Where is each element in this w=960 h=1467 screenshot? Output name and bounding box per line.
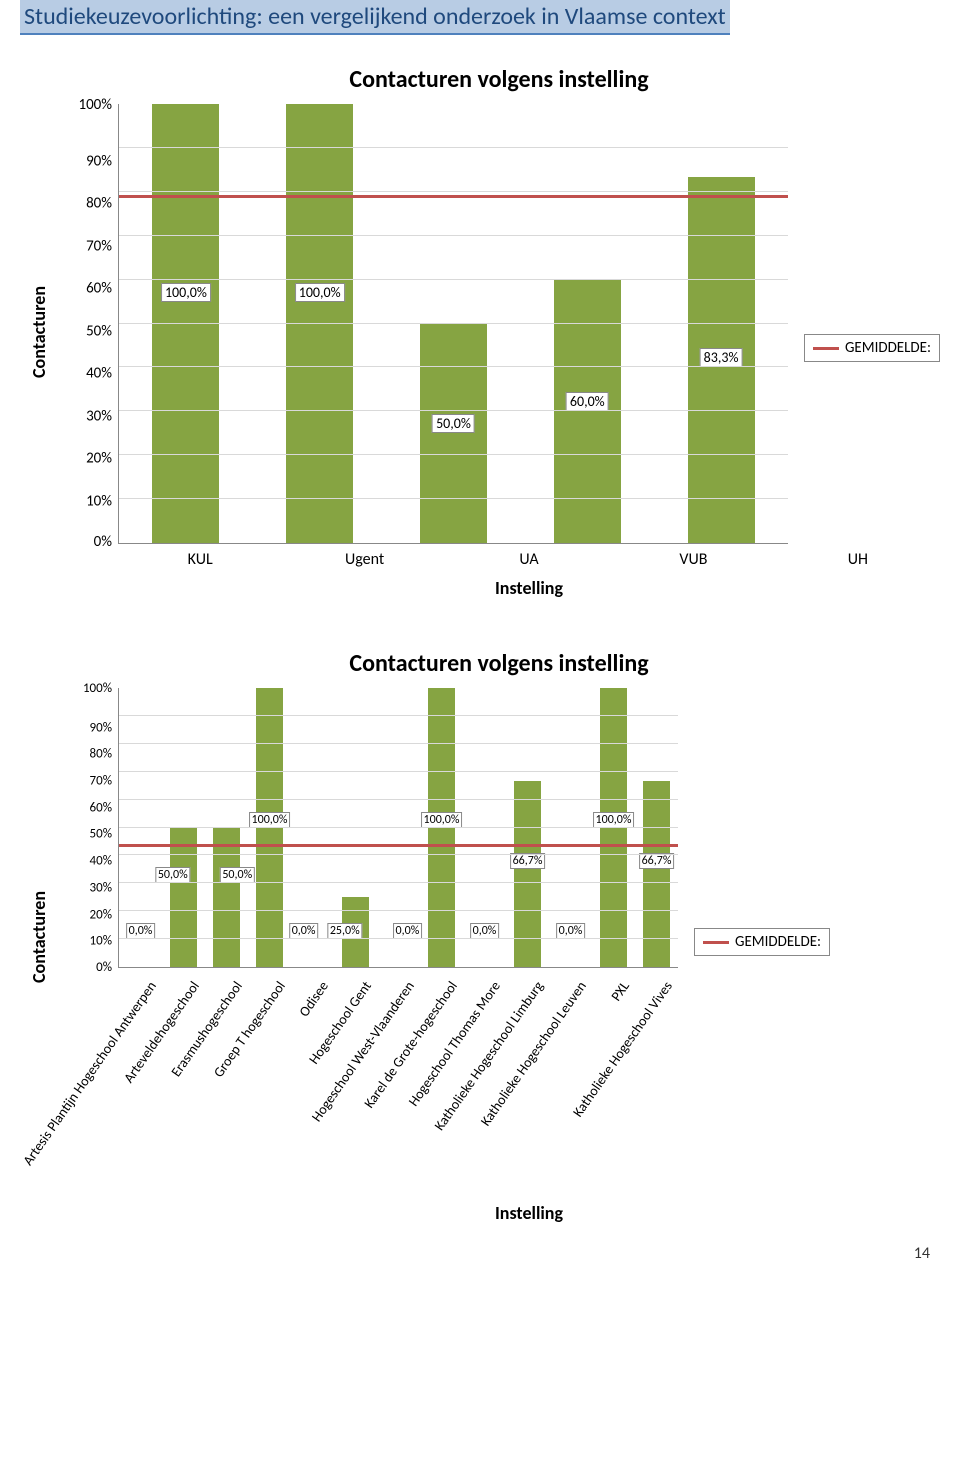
- x-tick-label: VUB: [611, 550, 775, 569]
- bar-slot: 0,0%: [463, 688, 506, 967]
- average-line: [119, 844, 678, 847]
- bar-slot: 50,0%: [387, 104, 521, 543]
- data-label: 25,0%: [327, 923, 363, 939]
- bar-slot: 100,0%: [253, 104, 387, 543]
- bar-slot: 25,0%: [334, 688, 377, 967]
- bar-slot: 0,0%: [119, 688, 162, 967]
- data-label: 0,0%: [556, 923, 586, 939]
- y-axis-title: Contacturen: [20, 286, 58, 378]
- y-tick: 70%: [58, 775, 112, 788]
- data-label: 100,0%: [249, 812, 291, 828]
- y-tick: 90%: [58, 721, 112, 734]
- data-label: 0,0%: [126, 923, 156, 939]
- y-tick: 60%: [58, 282, 112, 297]
- legend-swatch-avg: [813, 347, 839, 350]
- legend-label-avg: GEMIDDELDE:: [735, 933, 821, 951]
- x-tick-labels-rotated: Artesis Plantijn Hogeschool AntwerpenArt…: [118, 972, 940, 1192]
- x-tick-label: Odisee: [295, 978, 331, 1020]
- y-tick-labels: 0%10%20%30%40%50%60%70%80%90%100%: [58, 104, 118, 544]
- bar-slot: 0,0%: [549, 688, 592, 967]
- x-axis-title: Instelling: [118, 577, 940, 599]
- y-axis-title: Contacturen: [20, 891, 58, 983]
- legend: GEMIDDELDE:: [694, 928, 830, 956]
- y-tick: 80%: [58, 748, 112, 761]
- y-tick: 30%: [58, 881, 112, 894]
- chart-plot-area: 0,0%50,0%50,0%100,0%0,0%25,0%0,0%100,0%0…: [118, 688, 678, 968]
- bar: [170, 828, 198, 968]
- bar-slot: 66,7%: [635, 688, 678, 967]
- y-tick: 100%: [58, 98, 112, 113]
- data-label: 100,0%: [295, 283, 345, 302]
- bar-slot: 60,0%: [520, 104, 654, 543]
- data-label: 50,0%: [155, 867, 191, 883]
- bar: [428, 688, 456, 967]
- bar-slot: 83,3%: [654, 104, 788, 543]
- bar-slot: 100,0%: [592, 688, 635, 967]
- data-label: 100,0%: [161, 283, 211, 302]
- bar-slot: 100,0%: [420, 688, 463, 967]
- y-tick: 40%: [58, 367, 112, 382]
- chart-contacturen-2: Contacturen Contacturen volgens instelli…: [20, 649, 940, 1224]
- chart-title: Contacturen volgens instelling: [58, 65, 940, 94]
- bar: [286, 104, 353, 543]
- y-tick: 10%: [58, 935, 112, 948]
- legend-swatch-avg: [703, 941, 729, 944]
- x-tick-label: UA: [447, 550, 611, 569]
- bar: [213, 828, 241, 968]
- y-tick: 40%: [58, 855, 112, 868]
- bar: [152, 104, 219, 543]
- chart-plot-area: 100,0% 100,0% 50,0% 60,0% 83,3%: [118, 104, 788, 544]
- x-tick-label: PXL: [608, 978, 633, 1004]
- y-tick: 30%: [58, 409, 112, 424]
- y-tick: 70%: [58, 239, 112, 254]
- y-tick: 80%: [58, 197, 112, 212]
- y-tick: 50%: [58, 828, 112, 841]
- x-tick-label: KUL: [118, 550, 282, 569]
- banner-text: Studiekeuzevoorlichting: een vergelijken…: [24, 2, 726, 31]
- y-tick: 10%: [58, 494, 112, 509]
- data-label: 0,0%: [470, 923, 500, 939]
- x-axis-title: Instelling: [118, 1202, 940, 1224]
- bar-slot: 0,0%: [377, 688, 420, 967]
- data-label: 60,0%: [566, 392, 609, 411]
- chart-title: Contacturen volgens instelling: [58, 649, 940, 678]
- legend-label-avg: GEMIDDELDE:: [845, 339, 931, 357]
- bar-slot: 50,0%: [205, 688, 248, 967]
- data-label: 0,0%: [289, 923, 319, 939]
- x-tick-label: Arteveldehogeschool: [120, 978, 203, 1086]
- bar: [256, 688, 284, 967]
- data-label: 66,7%: [510, 853, 546, 869]
- report-banner: Studiekeuzevoorlichting: een vergelijken…: [20, 0, 730, 35]
- y-tick: 60%: [58, 801, 112, 814]
- data-label: 83,3%: [700, 348, 743, 367]
- bar: [420, 324, 487, 544]
- y-tick-labels: 0%10%20%30%40%50%60%70%80%90%100%: [58, 688, 118, 968]
- bar-slot: 50,0%: [162, 688, 205, 967]
- data-label: 100,0%: [421, 812, 463, 828]
- y-tick: 20%: [58, 452, 112, 467]
- x-tick-label: Ugent: [282, 550, 446, 569]
- data-label: 66,7%: [639, 853, 675, 869]
- data-label: 50,0%: [432, 414, 475, 433]
- average-line: [119, 195, 788, 198]
- bar-slot: 100,0%: [248, 688, 291, 967]
- y-tick: 50%: [58, 324, 112, 339]
- data-label: 0,0%: [393, 923, 423, 939]
- x-tick-labels: KULUgentUAVUBUH: [118, 550, 940, 569]
- bar-slot: 100,0%: [119, 104, 253, 543]
- y-tick: 0%: [58, 961, 112, 974]
- bar: [600, 688, 628, 967]
- y-tick: 0%: [58, 535, 112, 550]
- x-tick-label: UH: [776, 550, 940, 569]
- chart-contacturen-1: Contacturen Contacturen volgens instelli…: [20, 65, 940, 599]
- y-tick: 100%: [58, 682, 112, 695]
- bar-slot: 66,7%: [506, 688, 549, 967]
- page-number: 14: [20, 1244, 930, 1263]
- y-tick: 20%: [58, 908, 112, 921]
- legend: GEMIDDELDE:: [804, 334, 940, 362]
- y-tick: 90%: [58, 154, 112, 169]
- data-label: 100,0%: [593, 812, 635, 828]
